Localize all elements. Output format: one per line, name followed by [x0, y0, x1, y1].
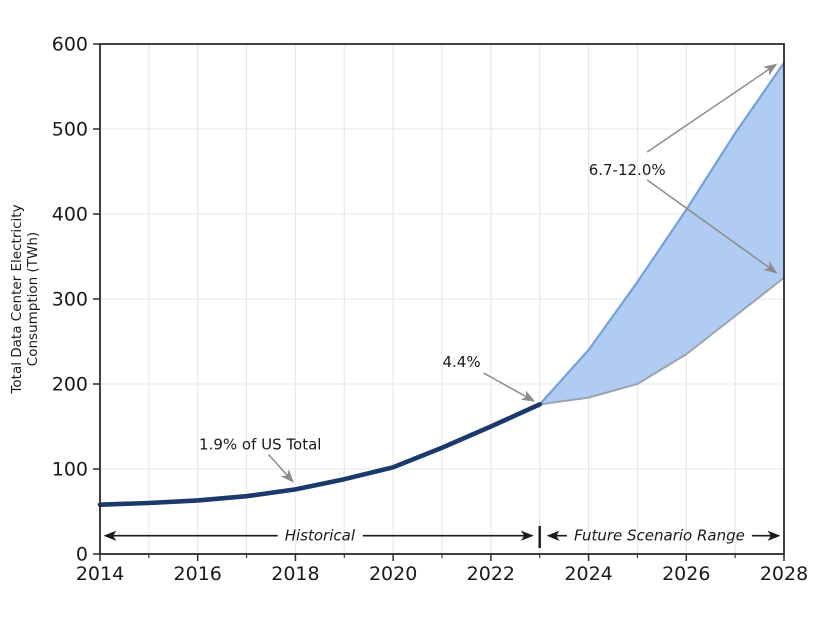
range-arrows: Historical Future Scenario Range — [103, 527, 781, 545]
y-axis-label-line: Consumption (TWh) — [25, 232, 41, 366]
annotation-share-2023: 4.4% — [442, 353, 480, 371]
annotation-arrow — [646, 63, 778, 153]
future-scenario-band — [538, 62, 785, 406]
y-tick-label: 600 — [52, 34, 88, 56]
y-tick-label: 200 — [52, 374, 88, 396]
x-tick-label: 2024 — [564, 563, 612, 585]
y-axis-label: Total Data Center Electricity Consumption… — [9, 204, 41, 394]
x-tick-label: 2028 — [760, 563, 808, 585]
y-tick-label: 300 — [52, 289, 88, 311]
annotations: 1.9% of US Total 4.4% 6.7-12.0% — [199, 63, 778, 483]
series-lines — [97, 402, 543, 508]
scenario-low-line — [539, 276, 785, 406]
annotation-share-2018: 1.9% of US Total — [199, 435, 321, 453]
y-tick-label: 100 — [52, 459, 88, 481]
y-tick-label: 0 — [76, 544, 88, 566]
range-label-future: Future Scenario Range — [574, 527, 745, 545]
x-tick-label: 2018 — [271, 563, 319, 585]
range-label-historical: Historical — [285, 527, 356, 545]
x-tick-label: 2026 — [662, 563, 710, 585]
x-tick-label: 2022 — [467, 563, 515, 585]
axis-ticks: 2014 2016 2018 2020 2022 2024 2026 2028 0 100 200 3… — [52, 34, 808, 586]
historical-line — [97, 402, 543, 508]
x-tick-label: 2020 — [369, 563, 417, 585]
annotation-share-2028: 6.7-12.0% — [589, 161, 666, 179]
annotation-arrow — [483, 372, 536, 402]
scenario-range-area — [539, 62, 784, 405]
annotation-arrow — [646, 179, 778, 274]
x-tick-label: 2014 — [76, 563, 124, 585]
y-tick-label: 400 — [52, 204, 88, 226]
scenario-high-line — [538, 62, 785, 406]
y-axis-label-line: Total Data Center Electricity — [9, 204, 25, 394]
x-tick-label: 2016 — [174, 563, 222, 585]
annotation-arrow — [267, 454, 294, 483]
y-tick-label: 500 — [52, 119, 88, 141]
